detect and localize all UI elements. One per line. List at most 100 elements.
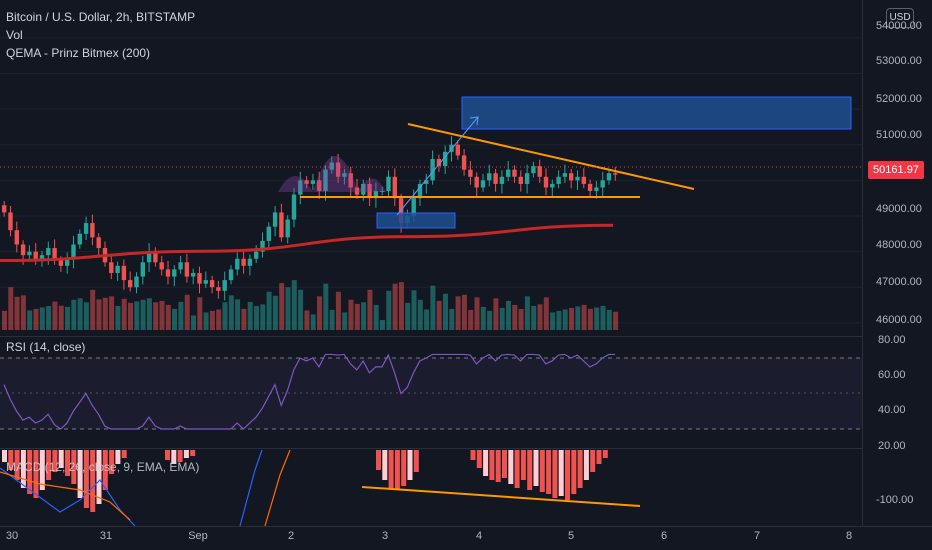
target-box[interactable]	[461, 96, 852, 130]
candle-body	[115, 265, 120, 273]
candle-body	[342, 173, 347, 177]
volume-bar	[367, 289, 373, 330]
volume-legend: Vol	[6, 28, 23, 42]
volume-bar	[146, 298, 152, 330]
volume-bar	[575, 306, 581, 330]
macd-bar	[583, 450, 589, 480]
volume-bar	[361, 302, 367, 330]
price-pane[interactable]	[0, 0, 862, 336]
volume-bar	[310, 314, 316, 330]
rsi-pane[interactable]	[0, 338, 862, 448]
macd-bar	[565, 450, 570, 500]
candle-body	[430, 158, 435, 181]
candle-body	[512, 169, 517, 177]
candle-body	[14, 230, 19, 245]
candle-body	[197, 272, 202, 284]
volume-bar	[606, 309, 612, 330]
volume-bar	[90, 289, 96, 330]
macd-bar	[382, 450, 388, 480]
macd-bar	[52, 450, 58, 472]
macd-bar	[96, 450, 102, 504]
candle-body	[39, 255, 45, 259]
candle-body	[90, 223, 95, 238]
candle-body	[417, 183, 423, 199]
macd-bar	[83, 450, 89, 508]
volume-bar	[348, 299, 354, 330]
volume-bar	[587, 308, 593, 330]
macd-bar	[115, 450, 121, 464]
volume-bar	[165, 304, 171, 330]
volume-bar	[569, 307, 574, 330]
macd-bar	[190, 450, 196, 456]
candle-body	[380, 191, 385, 193]
volume-bar	[128, 302, 133, 330]
support-box[interactable]	[376, 212, 456, 229]
volume-bar	[46, 305, 52, 330]
time-tick: 30	[5, 530, 19, 542]
rsi-tick: 40.00	[878, 404, 906, 416]
candle-body	[613, 173, 618, 175]
candle-body	[272, 212, 278, 227]
volume-bar	[499, 307, 505, 330]
macd-signal-rise	[264, 450, 291, 526]
macd-bar	[502, 450, 507, 478]
volume-bar	[209, 310, 215, 330]
candle-body	[83, 223, 89, 234]
macd-bar	[46, 450, 52, 480]
candle-body	[543, 176, 549, 188]
projection-arrow[interactable]	[396, 116, 479, 216]
volume-bar	[102, 297, 108, 330]
volume-bar	[33, 308, 39, 330]
price-tick: 46000.00	[876, 314, 922, 326]
volume-bar	[58, 305, 64, 330]
candle-body	[216, 287, 221, 291]
macd-pane[interactable]	[0, 450, 862, 526]
macd-bar	[171, 450, 177, 464]
volume-bar	[83, 302, 89, 330]
volume-bar	[455, 296, 461, 330]
macd-bar	[483, 450, 489, 476]
volume-bar	[417, 299, 423, 330]
macd-divergence-line[interactable]	[361, 486, 641, 507]
volume-bar	[556, 310, 562, 330]
candle-body	[317, 180, 322, 192]
volume-bar	[115, 305, 121, 330]
time-tick: 8	[845, 530, 853, 542]
volume-bar	[197, 297, 203, 330]
volume-bar	[354, 303, 360, 330]
candle-body	[96, 237, 101, 249]
macd-bar	[596, 450, 602, 464]
volume-bar	[550, 312, 556, 330]
price-tick: 49000.00	[876, 203, 922, 215]
candle-body	[58, 260, 64, 266]
qema-legend: QEMA - Prinz Bitmex (200)	[6, 46, 151, 60]
volume-bar	[461, 294, 467, 330]
candle-body	[480, 180, 486, 188]
candle-body	[71, 244, 76, 259]
currency-button[interactable]: USD	[886, 8, 914, 28]
volume-bar	[323, 283, 329, 330]
macd-bar	[8, 450, 14, 470]
candle-body	[165, 269, 171, 277]
projection-arrow-head	[469, 116, 479, 126]
candle-body	[285, 219, 290, 238]
macd-bar	[177, 450, 183, 462]
macd-bar	[602, 450, 608, 458]
time-tick: 31	[99, 530, 113, 542]
macd-bar	[27, 450, 33, 494]
volume-bar	[531, 305, 537, 330]
volume-bar	[178, 301, 184, 330]
volume-bar	[272, 295, 278, 330]
candle-body	[159, 262, 164, 270]
volume-bar	[77, 298, 83, 330]
candle-body	[247, 258, 253, 266]
candle-body	[537, 166, 542, 177]
volume-bar	[247, 301, 253, 330]
macd-bar	[407, 450, 413, 480]
volume-bar	[424, 309, 430, 330]
volume-bar	[329, 309, 335, 330]
volume-bar	[96, 299, 102, 330]
macd-bar	[571, 450, 577, 494]
macd-bar	[533, 450, 539, 486]
descending-trendline[interactable]	[407, 123, 695, 190]
